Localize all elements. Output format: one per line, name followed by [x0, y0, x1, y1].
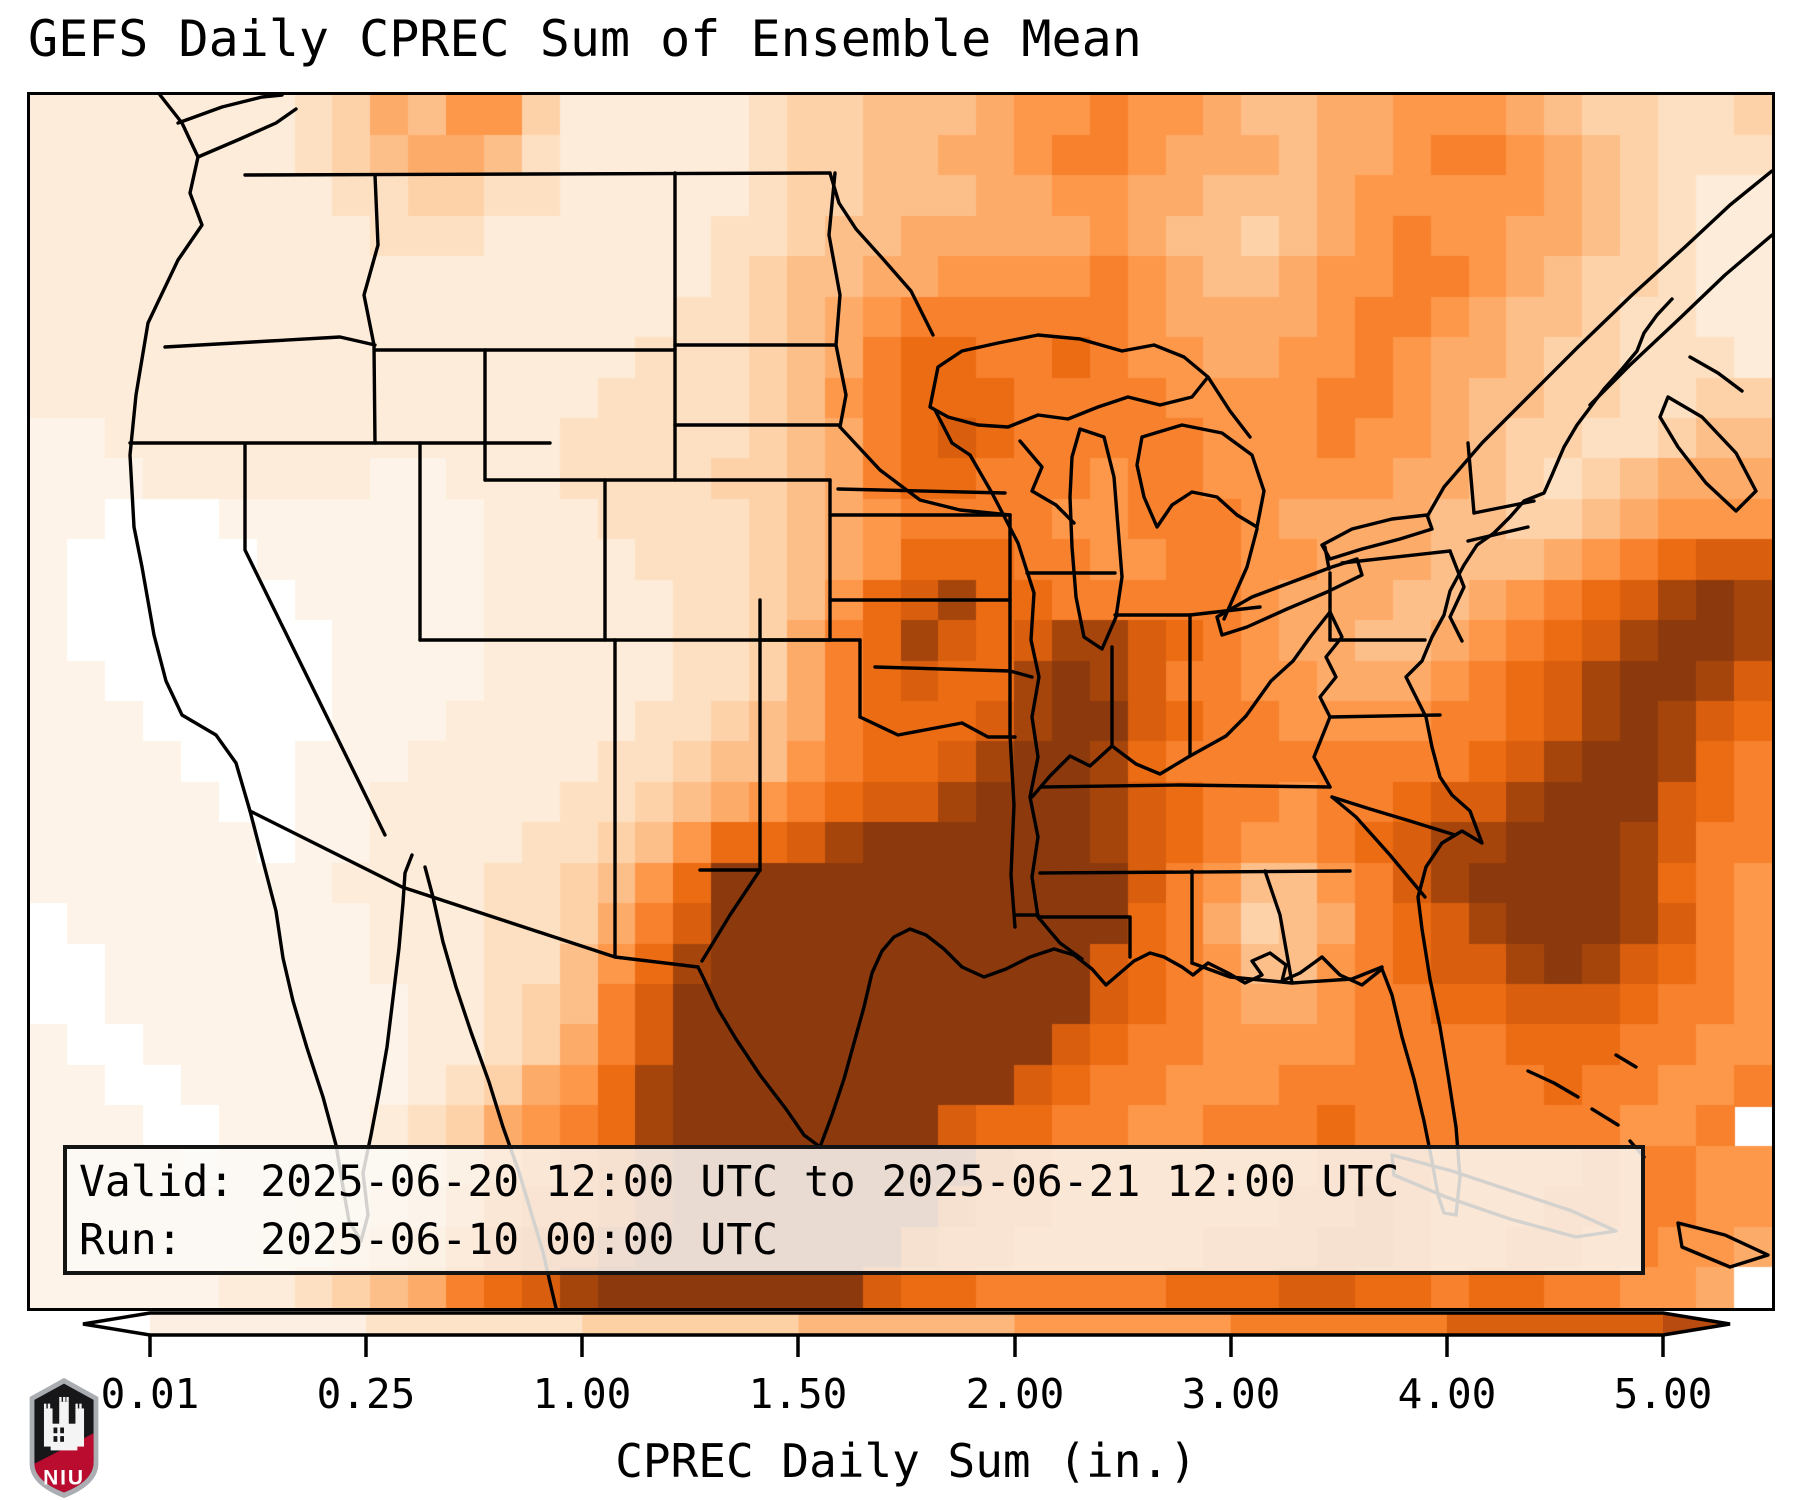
boundary-line: [1588, 233, 1772, 407]
boundary-line: [248, 809, 700, 969]
boundary-line: [818, 297, 1674, 1217]
boundary-line: [1526, 1069, 1580, 1099]
boundary-line: [1614, 1053, 1638, 1069]
boundary-line: [243, 171, 832, 177]
tick-label-2: 1.00: [533, 1370, 632, 1418]
colorbar-axis-label: CPREC Daily Sum (in.): [615, 1434, 1197, 1488]
tick-label-3: 1.50: [749, 1370, 848, 1418]
niu-shield-red: [34, 1433, 94, 1493]
boundary-line: [1215, 557, 1364, 637]
boundary-line: [1688, 355, 1744, 393]
boundary-line: [1320, 513, 1434, 561]
boundary-line: [1263, 869, 1294, 985]
colorbar-over-arrow: [1663, 1313, 1730, 1335]
boundary-line: [1472, 499, 1536, 515]
boundary-line: [1068, 427, 1124, 651]
tick-label-4: 2.00: [966, 1370, 1065, 1418]
boundary-line: [1466, 525, 1530, 543]
boundary-line: [928, 333, 1210, 429]
valid-period-text: Valid: 2025-06-20 12:00 UTC to 2025-06-2…: [79, 1157, 1400, 1207]
boundary-line: [1008, 513, 1017, 929]
boundary-line: [1330, 795, 1457, 837]
colorbar-tick-marks: [148, 1335, 1665, 1357]
niu-logo: NIU: [29, 1377, 99, 1499]
boundary-line: [873, 665, 1034, 679]
boundary-line: [1222, 527, 1259, 621]
boundary-line: [933, 408, 972, 457]
boundary-line: [128, 95, 414, 1243]
boundary-line: [1036, 915, 1132, 959]
boundary-line: [1188, 605, 1262, 617]
boundary-line: [1676, 1221, 1770, 1269]
colorbar-segment-3: [798, 1313, 1016, 1335]
boundary-line: [1030, 610, 1332, 799]
boundary-line: [1328, 713, 1442, 719]
tick-label-5: 3.00: [1182, 1370, 1281, 1418]
boundary-line: [1318, 610, 1344, 719]
boundary-line: [1135, 423, 1266, 529]
boundary-line: [696, 965, 822, 1149]
boundary-line: [1038, 869, 1352, 875]
boundary-line: [243, 443, 387, 837]
colorbar-segment-2: [582, 1313, 800, 1335]
boundary-line: [858, 715, 1017, 739]
boundary-line: [1190, 961, 1384, 985]
colorbar-segment-5: [1230, 1313, 1448, 1335]
boundary-line: [1340, 549, 1452, 565]
run-time-text: Run: 2025-06-10 00:00 UTC: [79, 1215, 778, 1265]
niu-castle-icon: [43, 1396, 85, 1451]
boundary-line: [1330, 795, 1427, 899]
boundary-line: [1448, 549, 1466, 643]
boundary-line: [968, 453, 1084, 961]
figure-title: GEFS Daily CPREC Sum of Ensemble Mean: [28, 10, 1142, 68]
tick-label-7: 5.00: [1614, 1370, 1713, 1418]
boundary-line: [836, 487, 1007, 495]
boundary-line: [1590, 1107, 1620, 1127]
boundary-line: [362, 173, 380, 445]
tick-label-0: 0.01: [101, 1370, 200, 1418]
niu-logo-text: NIU: [43, 1467, 85, 1490]
boundary-line: [1466, 441, 1476, 515]
boundary-line: [196, 107, 298, 159]
boundary-line: [838, 425, 1012, 517]
boundary-line: [700, 868, 762, 963]
valid-run-info-box: Valid: 2025-06-20 12:00 UTC to 2025-06-2…: [63, 1145, 1645, 1275]
boundary-line: [176, 95, 284, 125]
boundary-line: [1018, 439, 1076, 525]
boundary-line: [827, 171, 848, 429]
colorbar-under-arrow: [83, 1313, 150, 1335]
colorbar-segment-1: [366, 1313, 584, 1335]
colorbar-segment-4: [1014, 1313, 1232, 1335]
boundary-line: [1206, 375, 1252, 439]
boundary-line: [828, 171, 935, 337]
state-boundaries-overlay: [128, 95, 1772, 1308]
colorbar: 0.01 0.25 1.00 1.50 2.00 3.00 4.00 5.00 …: [82, 1311, 1731, 1488]
colorbar-segment-6: [1446, 1313, 1664, 1335]
boundary-line: [1312, 715, 1332, 789]
tick-label-6: 4.00: [1398, 1370, 1497, 1418]
colorbar-segment-0: [150, 1313, 367, 1335]
colorbar-segments: [83, 1313, 1730, 1335]
boundary-line: [1323, 545, 1331, 571]
boundary-line: [1040, 783, 1332, 789]
tick-label-1: 0.25: [317, 1370, 416, 1418]
map-panel: Valid: 2025-06-20 12:00 UTC to 2025-06-2…: [27, 92, 1775, 1311]
boundary-line: [163, 335, 377, 349]
boundary-line: [1658, 395, 1758, 513]
boundary-line: [1426, 169, 1772, 517]
